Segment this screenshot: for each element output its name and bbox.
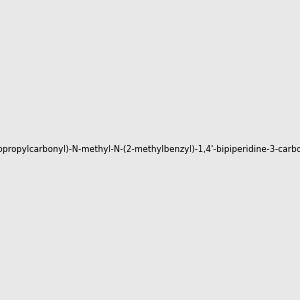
Text: 1'-(cyclopropylcarbonyl)-N-methyl-N-(2-methylbenzyl)-1,4'-bipiperidine-3-carboxa: 1'-(cyclopropylcarbonyl)-N-methyl-N-(2-m… [0,146,300,154]
